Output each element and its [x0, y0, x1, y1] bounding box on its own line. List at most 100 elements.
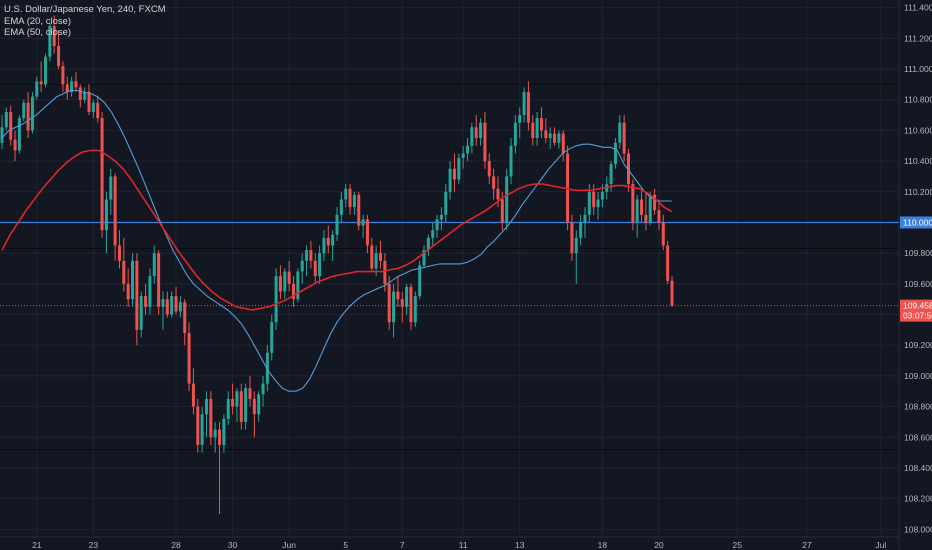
candle-down [370, 245, 374, 269]
candle-up [431, 230, 435, 238]
candle-up [457, 158, 461, 180]
candle-up [339, 199, 343, 215]
candle-up [596, 199, 600, 208]
candle-up [35, 81, 39, 97]
candle-up [104, 199, 108, 231]
candle-up [300, 260, 304, 272]
candle-up [178, 302, 182, 312]
ema50-line [1, 149, 673, 311]
horizontal-line-label-bg [900, 216, 932, 229]
candle-up [439, 214, 443, 220]
candles [0, 15, 674, 514]
time-tick-label: 30 [228, 540, 238, 550]
candle-up [235, 391, 239, 407]
candle-down [400, 299, 404, 307]
candle-down [348, 188, 352, 208]
candle-down [39, 81, 43, 85]
candle-up [48, 26, 52, 57]
time-tick-label: Jul [875, 540, 886, 550]
candle-up [435, 219, 439, 231]
candle-down [165, 299, 169, 315]
candle-up [261, 383, 265, 395]
candle-down [492, 176, 496, 189]
candle-up [244, 388, 248, 422]
ema20-legend: EMA (20, close) [4, 15, 72, 27]
candle-up [405, 286, 409, 307]
candle-down [670, 280, 674, 306]
time-tick-label: 18 [598, 540, 608, 550]
candle-down [566, 153, 570, 223]
candle-down [326, 237, 330, 246]
candle-down [657, 210, 661, 223]
candle-up [413, 296, 417, 323]
candle-down [452, 168, 456, 180]
candle-down [57, 46, 61, 66]
candle-down [248, 388, 252, 399]
candle-up [91, 102, 95, 113]
candle-up [83, 92, 87, 100]
candle-down [631, 184, 635, 223]
candle-up [574, 237, 578, 254]
candle-down [396, 291, 400, 300]
candle-up [444, 191, 448, 215]
candle-down [531, 122, 535, 139]
candle-up [305, 250, 309, 261]
candle-down [96, 102, 100, 119]
candle-down [218, 429, 222, 445]
price-tick-label: 111.000 [904, 64, 932, 74]
candle-down [239, 391, 243, 422]
candle-up [296, 271, 300, 300]
candle-up [4, 112, 8, 128]
candle-up [152, 253, 156, 277]
price-tick-label: 109.200 [904, 340, 932, 350]
candle-up [518, 115, 522, 123]
candle-up [422, 250, 426, 266]
candle-down [52, 26, 56, 47]
candle-up [648, 194, 652, 223]
time-tick-label: 23 [89, 540, 99, 550]
candle-down [113, 176, 117, 246]
chart-legend: U.S. Dollar/Japanese Yen, 240, FXCM EMA … [4, 4, 166, 39]
candle-up [618, 122, 622, 143]
time-axis[interactable]: 21232830Jun57111318202527Jul4 [32, 540, 932, 550]
candle-up [226, 398, 230, 419]
candle-down [135, 260, 139, 330]
candle-down [187, 332, 191, 384]
candle-up [274, 276, 278, 323]
candle-down [474, 127, 478, 139]
price-tick-label: 111.400 [904, 3, 932, 13]
time-tick-label: 11 [459, 540, 468, 550]
candle-up [200, 414, 204, 445]
candle-down [26, 102, 30, 131]
ema50-legend: EMA (50, close) [4, 27, 72, 38]
candle-up [613, 142, 617, 165]
price-tick-label: 108.600 [904, 432, 932, 442]
candle-down [496, 188, 500, 200]
candle-down [74, 81, 78, 88]
candle-down [387, 283, 391, 323]
last-price-value: 109.458 [903, 301, 932, 311]
candle-up [30, 96, 34, 131]
candle-down [278, 276, 282, 292]
candle-up [148, 276, 152, 307]
candle-down [61, 65, 65, 85]
last-price-countdown: 03:07:50 [903, 311, 932, 321]
candle-down [309, 250, 313, 261]
candle-up [600, 191, 604, 200]
candle-down [487, 161, 491, 177]
candle-up [361, 219, 365, 226]
candle-down [252, 398, 256, 415]
candle-down [553, 133, 557, 143]
candle-down [13, 139, 17, 151]
candle-up [204, 398, 208, 415]
candle-down [365, 219, 369, 246]
candle-down [666, 245, 670, 281]
candle-up [161, 299, 165, 307]
candle-up [392, 291, 396, 323]
candle-up [70, 81, 74, 93]
ema-lines [1, 89, 673, 392]
price-tick-label: 108.200 [904, 494, 932, 504]
candle-up [0, 127, 4, 143]
